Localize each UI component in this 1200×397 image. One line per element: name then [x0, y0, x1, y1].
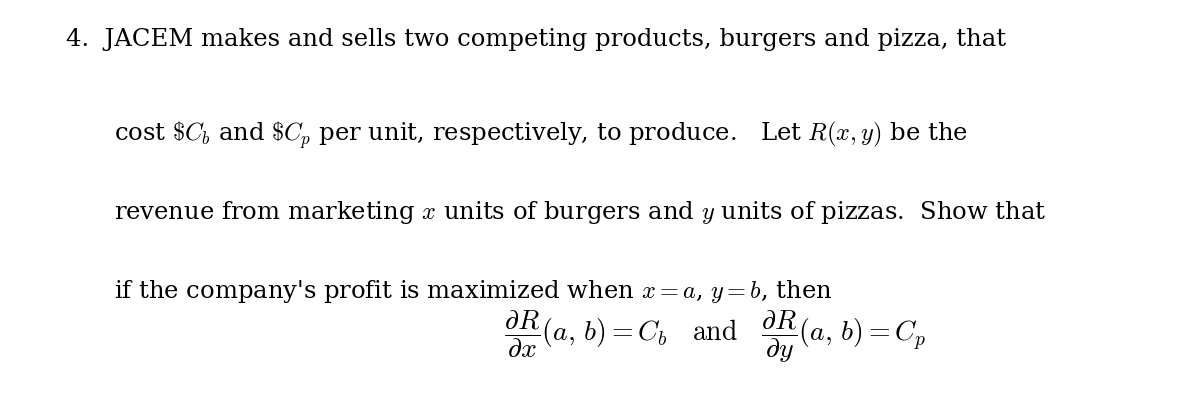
Text: if the company's profit is maximized when $x = a$, $y = b$, then: if the company's profit is maximized whe…: [114, 278, 833, 305]
Text: revenue from marketing $x$ units of burgers and $y$ units of pizzas.  Show that: revenue from marketing $x$ units of burg…: [114, 198, 1046, 225]
Text: 4.  JACEM makes and sells two competing products, burgers and pizza, that: 4. JACEM makes and sells two competing p…: [66, 28, 1006, 51]
Text: cost $\$C_b$ and $\$C_p$ per unit, respectively, to produce.   Let $R(x, y)$ be : cost $\$C_b$ and $\$C_p$ per unit, respe…: [114, 119, 968, 151]
Text: $\dfrac{\partial R}{\partial x}(a,\, b) = C_b \quad \text{and} \quad \dfrac{\par: $\dfrac{\partial R}{\partial x}(a,\, b) …: [504, 308, 926, 365]
